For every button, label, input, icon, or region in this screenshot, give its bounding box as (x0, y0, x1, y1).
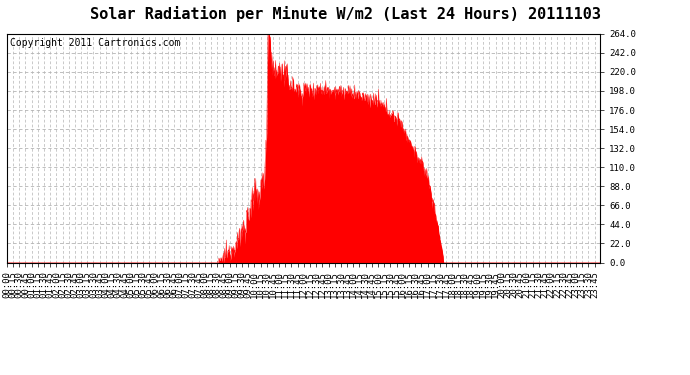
Text: Solar Radiation per Minute W/m2 (Last 24 Hours) 20111103: Solar Radiation per Minute W/m2 (Last 24… (90, 6, 600, 22)
Text: Copyright 2011 Cartronics.com: Copyright 2011 Cartronics.com (10, 38, 180, 48)
